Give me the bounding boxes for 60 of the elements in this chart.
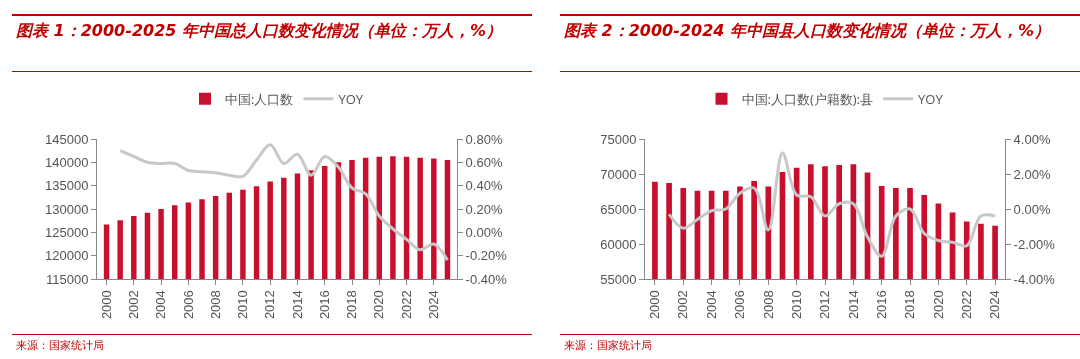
x-tick-label: 2024 (426, 290, 442, 320)
y-tick-label: 135000 (45, 178, 89, 194)
legend-label: YOY (918, 89, 944, 108)
x-tick-label: 2008 (207, 290, 223, 320)
x-tick-label: 2006 (732, 290, 748, 320)
x-tick-label: 2006 (180, 290, 196, 320)
y2-tick-label: 0.60% (465, 154, 503, 170)
x-tick-label: 2022 (958, 290, 974, 320)
x-tick-label: 2000 (98, 290, 114, 320)
x-tick-label: 2018 (344, 290, 360, 320)
line-series (118, 143, 449, 262)
x-tick-label: 2014 (845, 290, 861, 320)
y2-tick-label: -0.40% (465, 271, 508, 287)
y-tick-label: 145000 (45, 131, 89, 147)
x-tick-label: 2010 (788, 290, 804, 320)
x-tick-label: 2024 (987, 290, 1003, 320)
y-tick-label: 115000 (45, 271, 89, 287)
chart-title: 图表 1：2000-2025 年中国总人口数变化情况（单位：万人，%） (12, 14, 532, 72)
y2-tick-label: 0.00% (1013, 201, 1051, 217)
x-tick-label: 2014 (289, 290, 305, 320)
x-tick-label: 2018 (902, 290, 918, 320)
source-note: 来源：国家统计局 (12, 334, 532, 356)
y-tick-label: 75000 (600, 131, 637, 147)
y2-tick-label: 0.20% (465, 201, 503, 217)
x-tick-label: 2016 (873, 290, 889, 320)
x-tick-label: 2008 (760, 290, 776, 320)
x-tick-label: 2002 (675, 290, 691, 320)
y2-tick-label: 2.00% (1013, 166, 1051, 182)
x-tick-label: 2016 (316, 290, 332, 320)
y2-tick-label: -0.20% (465, 248, 508, 264)
y-tick-label: 130000 (45, 201, 89, 217)
y-tick-label: 55000 (600, 271, 637, 287)
x-tick-label: 2004 (153, 290, 169, 320)
y2-tick-label: -4.00% (1013, 271, 1056, 287)
y-tick-label: 65000 (600, 201, 637, 217)
x-tick-label: 2012 (817, 290, 833, 320)
x-tick-label: 2010 (235, 290, 251, 320)
y2-tick-label: -2.00% (1013, 236, 1056, 252)
legend-label: YOY (338, 89, 364, 108)
y-tick-label: 70000 (600, 166, 637, 182)
y-tick-label: 120000 (45, 248, 89, 264)
x-tick-label: 2012 (262, 290, 278, 320)
legend-label: 中国:人口数 (225, 89, 294, 108)
x-tick-label: 2000 (647, 290, 663, 320)
y2-tick-label: 0.00% (465, 224, 503, 240)
x-tick-label: 2020 (930, 290, 946, 320)
legend-label: 中国:人口数(户籍数):县 (741, 89, 873, 108)
source-note: 来源：国家统计局 (560, 334, 1080, 356)
y-tick-label: 125000 (45, 224, 89, 240)
x-tick-label: 2002 (126, 290, 142, 320)
y2-tick-label: 0.80% (465, 131, 503, 147)
line-series (667, 151, 997, 258)
x-tick-label: 2022 (398, 290, 414, 320)
x-tick-label: 2020 (371, 290, 387, 320)
y-tick-label: 140000 (45, 154, 89, 170)
y-tick-label: 60000 (600, 236, 637, 252)
y2-tick-label: 0.40% (465, 178, 503, 194)
chart-title: 图表 2：2000-2024 年中国县人口数变化情况（单位：万人，%） (560, 14, 1080, 72)
x-tick-label: 2004 (703, 290, 719, 320)
y2-tick-label: 4.00% (1013, 131, 1051, 147)
